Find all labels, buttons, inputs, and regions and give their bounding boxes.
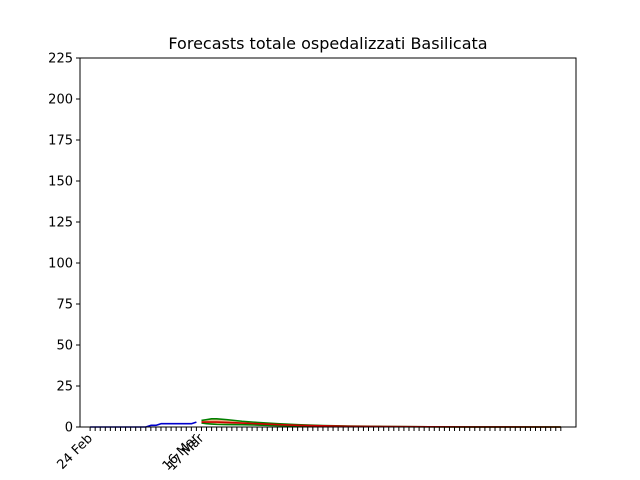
y-tick-label: 25: [56, 380, 73, 395]
plot-frame: [79, 57, 577, 428]
y-tick-label: 75: [56, 298, 73, 313]
y-tick-label: 125: [48, 216, 73, 231]
chart-title: Forecasts totale ospedalizzati Basilicat…: [168, 34, 487, 53]
y-tick-label: 50: [56, 339, 73, 354]
y-tick-label: 150: [48, 175, 73, 190]
y-tick-label: 175: [48, 134, 73, 149]
y-tick-label: 225: [48, 52, 73, 67]
y-axis: 0 25 50 75 100 125 150 175 200 225: [48, 52, 80, 436]
y-tick-label: 0: [65, 421, 73, 436]
y-tick-label: 100: [48, 257, 73, 272]
y-tick-label: 200: [48, 93, 73, 108]
